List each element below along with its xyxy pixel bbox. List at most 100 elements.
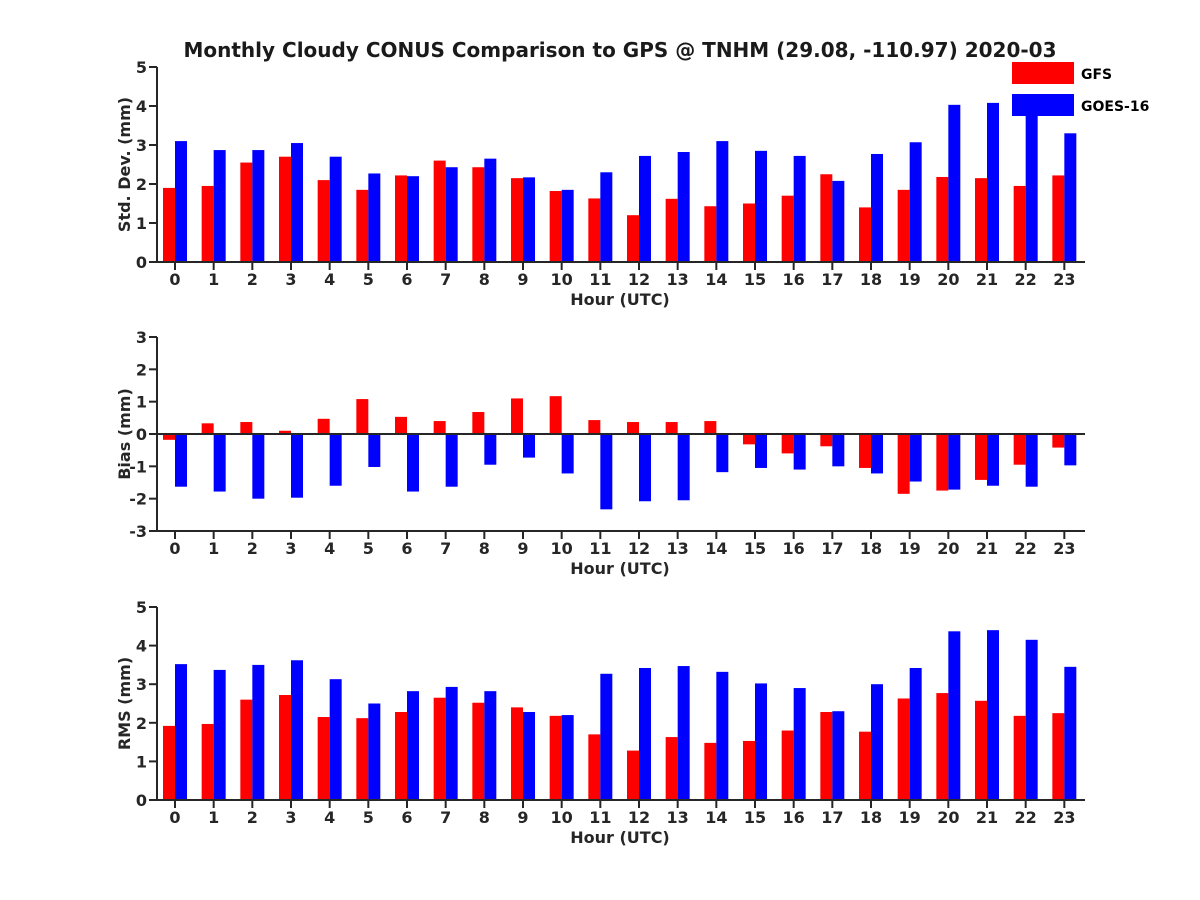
bar-goes-16-hour-5 bbox=[368, 434, 381, 467]
x-tick-label: 4 bbox=[324, 808, 335, 827]
bar-goes-16-hour-20 bbox=[948, 104, 961, 262]
bar-goes-16-hour-4 bbox=[329, 156, 342, 262]
x-tick-label: 19 bbox=[899, 270, 921, 289]
y-tick-label: -2 bbox=[129, 490, 147, 509]
bar-gfs-hour-9 bbox=[511, 178, 523, 262]
bar-gfs-hour-7 bbox=[433, 697, 446, 800]
bar-goes-16-hour-16 bbox=[793, 688, 806, 800]
x-tick-label: 20 bbox=[937, 270, 959, 289]
x-tick-label: 0 bbox=[169, 539, 180, 558]
y-axis-label: Std. Dev. (mm) bbox=[115, 97, 134, 232]
bar-gfs-hour-6 bbox=[395, 416, 407, 434]
bar-gfs-hour-18 bbox=[859, 731, 871, 800]
bar-goes-16-hour-22 bbox=[1025, 434, 1038, 487]
series-gfs bbox=[163, 396, 1065, 494]
bar-goes-16-hour-8 bbox=[484, 158, 497, 262]
x-tick-label: 15 bbox=[744, 270, 766, 289]
bar-gfs-hour-10 bbox=[549, 191, 562, 262]
bar-goes-16-hour-23 bbox=[1064, 666, 1077, 800]
y-tick-label: -3 bbox=[129, 522, 147, 541]
x-tick-label: 1 bbox=[208, 808, 219, 827]
x-tick-label: 22 bbox=[1015, 539, 1037, 558]
y-tick-label: 5 bbox=[136, 598, 147, 617]
x-tick-label: 13 bbox=[667, 539, 689, 558]
bar-gfs-hour-3 bbox=[279, 156, 291, 262]
x-tick-label: 9 bbox=[517, 539, 528, 558]
bar-gfs-hour-0 bbox=[163, 434, 175, 440]
bar-gfs-hour-22 bbox=[1013, 185, 1026, 262]
x-tick-label: 9 bbox=[517, 270, 528, 289]
bar-gfs-hour-15 bbox=[743, 434, 755, 445]
bar-goes-16-hour-12 bbox=[639, 155, 651, 262]
x-tick-label: 8 bbox=[479, 270, 490, 289]
x-tick-label: 21 bbox=[976, 270, 998, 289]
x-tick-label: 15 bbox=[744, 808, 766, 827]
bar-gfs-hour-10 bbox=[549, 396, 562, 434]
legend-label-gfs: GFS bbox=[1081, 67, 1112, 83]
x-tick-label: 3 bbox=[285, 270, 296, 289]
y-tick-label: 3 bbox=[136, 328, 147, 347]
bar-gfs-hour-18 bbox=[859, 207, 871, 262]
bar-goes-16-hour-10 bbox=[561, 715, 574, 800]
x-tick-label: 3 bbox=[285, 539, 296, 558]
bar-gfs-hour-20 bbox=[936, 434, 949, 491]
series-goes-16 bbox=[175, 630, 1077, 800]
x-tick-label: 8 bbox=[479, 539, 490, 558]
bar-goes-16-hour-8 bbox=[484, 691, 497, 800]
x-tick-label: 1 bbox=[208, 539, 219, 558]
bar-goes-16-hour-2 bbox=[252, 150, 265, 262]
y-tick-label: 0 bbox=[136, 791, 147, 810]
y-tick-label: 4 bbox=[136, 637, 147, 656]
bar-gfs-hour-20 bbox=[936, 176, 949, 262]
bar-gfs-hour-16 bbox=[781, 730, 794, 800]
bar-gfs-hour-14 bbox=[704, 742, 717, 800]
bar-gfs-hour-17 bbox=[820, 711, 833, 800]
bar-gfs-hour-13 bbox=[665, 422, 678, 434]
bar-goes-16-hour-12 bbox=[639, 667, 651, 800]
bar-gfs-hour-16 bbox=[781, 434, 794, 454]
bar-gfs-hour-7 bbox=[433, 160, 446, 262]
x-tick-label: 2 bbox=[247, 539, 258, 558]
bar-gfs-hour-11 bbox=[588, 734, 601, 800]
bar-gfs-hour-4 bbox=[317, 717, 330, 800]
bar-goes-16-hour-9 bbox=[523, 711, 535, 800]
x-tick-label: 20 bbox=[937, 539, 959, 558]
bar-gfs-hour-1 bbox=[201, 423, 214, 434]
x-tick-label: 8 bbox=[479, 808, 490, 827]
bar-goes-16-hour-11 bbox=[600, 434, 613, 510]
y-tick-label: 1 bbox=[136, 393, 147, 412]
bar-gfs-hour-20 bbox=[936, 693, 949, 800]
x-tick-label: 16 bbox=[783, 270, 805, 289]
x-tick-label: 17 bbox=[821, 808, 843, 827]
bar-gfs-hour-8 bbox=[472, 167, 485, 262]
x-tick-label: 7 bbox=[440, 270, 451, 289]
bar-goes-16-hour-21 bbox=[987, 630, 999, 800]
bar-goes-16-hour-15 bbox=[755, 683, 767, 800]
bar-goes-16-hour-4 bbox=[329, 679, 342, 800]
bar-goes-16-hour-19 bbox=[909, 667, 922, 800]
y-tick-label: 1 bbox=[136, 214, 147, 233]
y-tick-label: 5 bbox=[136, 58, 147, 77]
x-tick-label: 21 bbox=[976, 539, 998, 558]
x-tick-label: 23 bbox=[1053, 808, 1075, 827]
x-tick-label: 17 bbox=[821, 539, 843, 558]
y-tick-label: 2 bbox=[136, 175, 147, 194]
x-tick-label: 12 bbox=[628, 808, 650, 827]
x-tick-label: 21 bbox=[976, 808, 998, 827]
x-tick-label: 16 bbox=[783, 539, 805, 558]
bar-goes-16-hour-10 bbox=[561, 189, 574, 262]
x-tick-label: 14 bbox=[705, 808, 727, 827]
x-tick-label: 5 bbox=[363, 270, 374, 289]
bar-gfs-hour-17 bbox=[820, 174, 833, 262]
bar-gfs-hour-13 bbox=[665, 198, 678, 262]
bar-gfs-hour-15 bbox=[743, 740, 755, 800]
bar-gfs-hour-6 bbox=[395, 711, 407, 800]
series-goes-16 bbox=[175, 102, 1077, 262]
bar-goes-16-hour-9 bbox=[523, 434, 535, 458]
legend-swatch-gfs bbox=[1012, 62, 1074, 84]
bar-goes-16-hour-1 bbox=[213, 669, 226, 800]
